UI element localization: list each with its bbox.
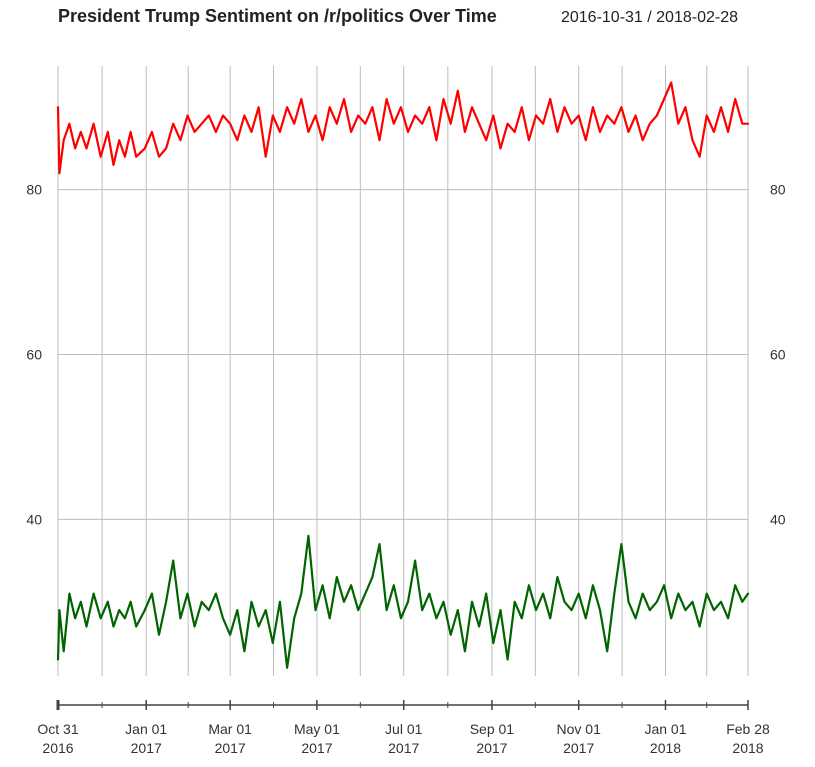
x-tick-label-month-6: Nov 01 — [557, 721, 602, 737]
x-tick-label-month-2: Mar 01 — [208, 721, 252, 737]
series-line-0 — [56, 81, 750, 175]
x-tick-label-month-4: Jul 01 — [385, 721, 423, 737]
x-tick-label-year-0: 2016 — [42, 740, 73, 756]
x-tick-label-month-8: Feb 28 — [726, 721, 770, 737]
y-tick-label-left-1: 60 — [26, 347, 42, 363]
x-tick-label-year-4: 2017 — [388, 740, 419, 756]
chart-date-range: 2016-10-31 / 2018-02-28 — [561, 9, 738, 26]
y-tick-label-right-1: 60 — [770, 347, 786, 363]
axis-layer: 40 40 60 60 80 80 Oct 31 2016 Jan 01 2017 Mar 01 20… — [26, 182, 785, 756]
x-tick-label-month-5: Sep 01 — [470, 721, 515, 737]
x-tick-label-year-5: 2017 — [476, 740, 507, 756]
y-tick-label-left-0: 40 — [26, 511, 42, 527]
series-line-1 — [56, 534, 750, 669]
series-layer — [56, 81, 750, 669]
x-tick-label-year-2: 2017 — [215, 740, 246, 756]
x-tick-label-month-0: Oct 31 — [37, 721, 78, 737]
x-tick-label-year-7: 2018 — [650, 740, 681, 756]
x-tick-label-year-8: 2018 — [732, 740, 763, 756]
x-tick-label-year-6: 2017 — [563, 740, 594, 756]
y-tick-label-left-2: 80 — [26, 182, 42, 198]
y-tick-label-right-2: 80 — [770, 182, 786, 198]
x-tick-label-year-1: 2017 — [131, 740, 162, 756]
x-tick-label-month-3: May 01 — [294, 721, 340, 737]
y-tick-label-right-0: 40 — [770, 511, 786, 527]
x-tick-label-month-7: Jan 01 — [644, 721, 686, 737]
chart-title: President Trump Sentiment on /r/politics… — [58, 6, 497, 26]
grid-layer — [57, 66, 749, 676]
x-tick-label-month-1: Jan 01 — [125, 721, 167, 737]
x-tick-label-year-3: 2017 — [301, 740, 332, 756]
